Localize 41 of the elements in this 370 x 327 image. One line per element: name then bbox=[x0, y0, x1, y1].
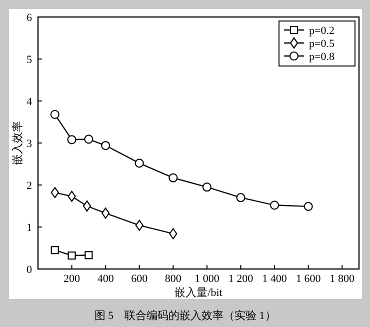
y-tick-label: 2 bbox=[26, 180, 32, 192]
x-axis-title: 嵌入量/bit bbox=[174, 286, 222, 299]
y-tick-label: 5 bbox=[26, 54, 32, 66]
point bbox=[68, 252, 76, 260]
y-tick-label: 3 bbox=[26, 138, 32, 150]
point bbox=[101, 140, 110, 150]
x-tick-label: 1 800 bbox=[330, 273, 355, 285]
point bbox=[236, 193, 246, 202]
point bbox=[50, 187, 59, 198]
text: 图 5 联合编码的嵌入效率（实验 1） bbox=[94, 309, 276, 322]
point bbox=[67, 135, 76, 144]
x-tick-label: 800 bbox=[164, 273, 182, 285]
point bbox=[134, 158, 144, 168]
point bbox=[50, 110, 60, 119]
point bbox=[168, 173, 178, 182]
point bbox=[169, 228, 178, 240]
point bbox=[50, 246, 59, 254]
point bbox=[270, 200, 280, 210]
y-tick-label: 6 bbox=[26, 12, 32, 24]
x-tick-label: 600 bbox=[131, 273, 148, 285]
legend-label: p=0.2 bbox=[309, 25, 334, 37]
x-tick-label: 400 bbox=[97, 273, 114, 285]
y-tick-label: 1 bbox=[26, 222, 32, 234]
x-tick-label: 200 bbox=[64, 273, 81, 285]
x-tick-label: 1 600 bbox=[296, 273, 322, 285]
point bbox=[135, 220, 144, 231]
y-axis-title: 嵌入效率 bbox=[11, 121, 24, 165]
y-tick-label: 4 bbox=[26, 96, 32, 108]
point bbox=[68, 190, 76, 202]
legend-label: p=0.8 bbox=[309, 51, 335, 63]
point bbox=[84, 251, 93, 260]
x-tick-label: 1 000 bbox=[194, 273, 220, 285]
x-tick-label: 1 200 bbox=[228, 273, 254, 285]
legend-label: p=0.5 bbox=[309, 38, 335, 50]
point bbox=[82, 200, 92, 212]
x-tick-label: 1 400 bbox=[262, 273, 288, 285]
point bbox=[84, 134, 94, 144]
point bbox=[102, 208, 110, 219]
y-tick-label: 0 bbox=[26, 264, 32, 276]
point bbox=[304, 202, 313, 211]
point bbox=[202, 182, 212, 192]
